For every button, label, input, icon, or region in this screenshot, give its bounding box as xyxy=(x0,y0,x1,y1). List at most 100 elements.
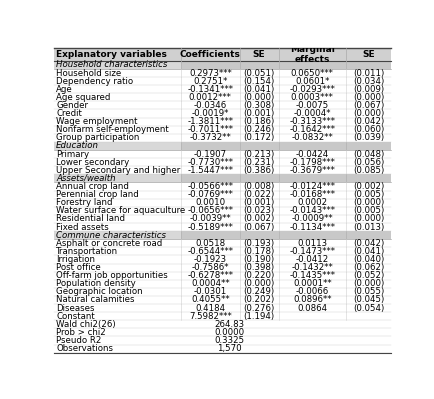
Text: (0.000): (0.000) xyxy=(243,279,274,288)
Text: (0.186): (0.186) xyxy=(243,117,274,126)
Bar xyxy=(54,239,391,247)
Text: -0.0832**: -0.0832** xyxy=(291,133,332,142)
Text: -0.1923: -0.1923 xyxy=(193,255,227,264)
Text: Lower secondary: Lower secondary xyxy=(56,158,129,167)
Text: -0.0143***: -0.0143*** xyxy=(289,206,335,215)
Text: Commune characteristics: Commune characteristics xyxy=(56,231,166,240)
Text: Off-farm job opportunities: Off-farm job opportunities xyxy=(56,271,168,280)
Bar xyxy=(239,231,278,239)
Bar xyxy=(54,109,391,118)
Text: Nonfarm self-employment: Nonfarm self-employment xyxy=(56,125,168,134)
Text: (0.062): (0.062) xyxy=(352,263,384,272)
Bar xyxy=(54,48,391,61)
Text: 0.0650***: 0.0650*** xyxy=(290,69,333,77)
Text: Group participation: Group participation xyxy=(56,133,139,142)
Text: Population density: Population density xyxy=(56,279,135,288)
Text: (0.213): (0.213) xyxy=(243,150,274,158)
Bar xyxy=(345,174,391,182)
Text: (0.202): (0.202) xyxy=(243,296,274,304)
Text: 0.4055**: 0.4055** xyxy=(191,296,229,304)
Bar xyxy=(345,231,391,239)
Bar xyxy=(54,255,391,263)
Text: Asphalt or concrete road: Asphalt or concrete road xyxy=(56,239,162,248)
Text: 264.83: 264.83 xyxy=(214,320,244,329)
Text: (0.052): (0.052) xyxy=(352,271,384,280)
Text: (0.039): (0.039) xyxy=(352,133,383,142)
Bar xyxy=(54,182,391,191)
Text: -0.7586*: -0.7586* xyxy=(191,263,229,272)
Bar xyxy=(345,142,391,150)
Text: Explanatory variables: Explanatory variables xyxy=(56,50,167,59)
Text: (0.386): (0.386) xyxy=(243,166,274,175)
Text: -0.0566***: -0.0566*** xyxy=(187,182,233,191)
Text: Marginal
effects: Marginal effects xyxy=(289,45,334,64)
Text: (0.085): (0.085) xyxy=(352,166,384,175)
Bar xyxy=(54,158,391,166)
Text: (0.000): (0.000) xyxy=(352,198,384,207)
Text: (0.001): (0.001) xyxy=(243,198,274,207)
Bar xyxy=(54,174,181,182)
Text: (0.005): (0.005) xyxy=(352,206,384,215)
Text: Observations: Observations xyxy=(56,344,113,353)
Text: Forestry land: Forestry land xyxy=(56,198,112,207)
Text: -0.1432**: -0.1432** xyxy=(291,263,332,272)
Text: Education: Education xyxy=(56,142,99,150)
Text: 0.0001**: 0.0001** xyxy=(292,279,331,288)
Bar xyxy=(278,174,345,182)
Text: -0.1907: -0.1907 xyxy=(193,150,227,158)
Text: Prob > chi2: Prob > chi2 xyxy=(56,328,105,337)
Text: -0.7011***: -0.7011*** xyxy=(187,125,233,134)
Text: (0.067): (0.067) xyxy=(352,101,384,110)
Text: -0.0769***: -0.0769*** xyxy=(187,190,233,199)
Text: Diseases: Diseases xyxy=(56,304,94,312)
Text: Post office: Post office xyxy=(56,263,101,272)
Text: -0.0168***: -0.0168*** xyxy=(289,190,335,199)
Text: (0.000): (0.000) xyxy=(352,93,384,102)
Text: -0.0066: -0.0066 xyxy=(295,287,328,296)
Text: (0.042): (0.042) xyxy=(352,117,384,126)
Bar xyxy=(181,61,239,69)
Text: (0.246): (0.246) xyxy=(243,125,274,134)
Text: (0.231): (0.231) xyxy=(243,158,274,167)
Text: (0.048): (0.048) xyxy=(352,150,384,158)
Text: Fixed assets: Fixed assets xyxy=(56,223,108,231)
Bar xyxy=(181,174,239,182)
Text: 0.0601*: 0.0601* xyxy=(294,77,329,86)
Text: (0.041): (0.041) xyxy=(243,85,274,94)
Text: -0.3679***: -0.3679*** xyxy=(289,166,335,175)
Text: (0.002): (0.002) xyxy=(243,214,274,223)
Text: (0.051): (0.051) xyxy=(243,69,274,77)
Text: Residential land: Residential land xyxy=(56,214,125,223)
Text: (0.172): (0.172) xyxy=(243,133,274,142)
Bar xyxy=(54,93,391,101)
Bar xyxy=(54,336,391,345)
Text: (0.178): (0.178) xyxy=(243,247,274,256)
Bar xyxy=(54,280,391,288)
Text: -0.0301: -0.0301 xyxy=(193,287,227,296)
Text: (0.276): (0.276) xyxy=(243,304,274,312)
Text: -0.0004*: -0.0004* xyxy=(293,109,330,118)
Text: -0.6278***: -0.6278*** xyxy=(187,271,233,280)
Bar xyxy=(54,142,181,150)
Text: Household characteristics: Household characteristics xyxy=(56,60,167,69)
Text: Household size: Household size xyxy=(56,69,121,77)
Bar xyxy=(181,231,239,239)
Text: Age: Age xyxy=(56,85,72,94)
Text: 7.5982***: 7.5982*** xyxy=(188,312,231,321)
Text: (0.008): (0.008) xyxy=(243,182,274,191)
Bar xyxy=(54,118,391,126)
Bar xyxy=(54,320,391,328)
Text: -0.0019*: -0.0019* xyxy=(191,109,228,118)
Text: (0.022): (0.022) xyxy=(243,190,274,199)
Bar xyxy=(54,312,391,320)
Text: (0.067): (0.067) xyxy=(243,223,274,231)
Bar xyxy=(181,142,239,150)
Text: -1.3811***: -1.3811*** xyxy=(187,117,233,126)
Text: -0.1473***: -0.1473*** xyxy=(289,247,335,256)
Text: Primary: Primary xyxy=(56,150,89,158)
Bar xyxy=(239,174,278,182)
Bar xyxy=(345,61,391,69)
Text: 0.0002: 0.0002 xyxy=(296,198,327,207)
Text: (0.009): (0.009) xyxy=(352,85,383,94)
Bar xyxy=(54,166,391,174)
